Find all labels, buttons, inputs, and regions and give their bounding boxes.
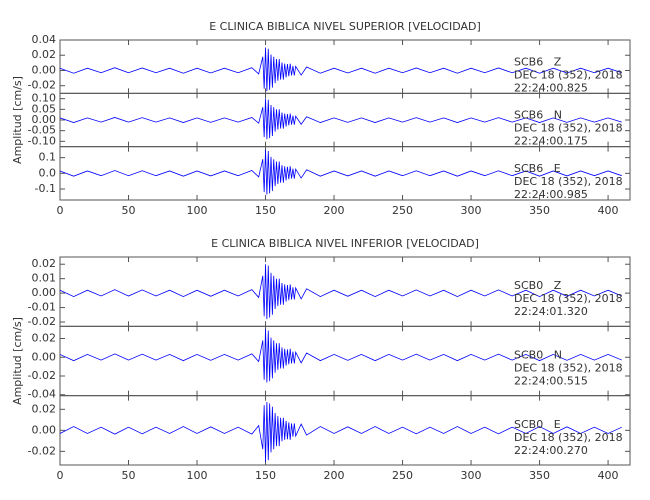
x-tick-label: 350	[529, 469, 550, 482]
x-tick-label: 300	[461, 469, 482, 482]
x-tick-label: 0	[57, 204, 64, 217]
y-axis-label: Amplitud [cm/s]	[11, 76, 24, 164]
station-label: SCB6 N	[514, 109, 562, 122]
y-tick-label: 0.00	[32, 423, 57, 436]
x-tick-label: 50	[122, 469, 136, 482]
station-label: 22:24:01.320	[514, 305, 588, 318]
x-tick-label: 250	[392, 469, 413, 482]
x-tick-label: 50	[122, 204, 136, 217]
y-tick-label: 0.0	[39, 166, 57, 179]
y-tick-label: 0.10	[32, 92, 57, 105]
station-label: SCB6 E	[514, 162, 561, 175]
y-tick-label: 0.00	[32, 63, 57, 76]
x-tick-label: 0	[57, 469, 64, 482]
y-tick-label: 0.02	[32, 332, 57, 345]
y-tick-label: -0.02	[28, 315, 56, 328]
waveform	[59, 401, 622, 462]
x-tick-label: 250	[392, 204, 413, 217]
station-label: SCB0 Z	[514, 279, 562, 292]
station-label: DEC 18 (352), 2018	[514, 122, 623, 135]
waveform	[59, 47, 622, 92]
station-label: SCB0 E	[514, 418, 561, 431]
station-label: DEC 18 (352), 2018	[514, 68, 623, 81]
y-tick-label: 0.02	[32, 402, 57, 415]
y-tick-label: 0.00	[32, 350, 57, 363]
x-tick-label: 200	[324, 204, 345, 217]
station-label: DEC 18 (352), 2018	[514, 361, 623, 374]
station-label: 22:24:00.175	[514, 135, 588, 148]
waveform	[59, 149, 622, 195]
x-tick-label: 300	[461, 204, 482, 217]
x-tick-label: 150	[255, 204, 276, 217]
y-tick-label: -0.02	[28, 444, 56, 457]
x-tick-label: 100	[187, 469, 208, 482]
station-label: DEC 18 (352), 2018	[514, 292, 623, 305]
station-label: SCB6 Z	[514, 55, 562, 68]
chart-title: E CLINICA BIBLICA NIVEL SUPERIOR [VELOCI…	[209, 20, 481, 33]
x-tick-label: 350	[529, 204, 550, 217]
waveform	[59, 98, 622, 140]
y-tick-label: -0.1	[35, 182, 56, 195]
waveform	[59, 329, 622, 383]
x-tick-label: 150	[255, 469, 276, 482]
x-tick-label: 100	[187, 204, 208, 217]
station-label: SCB0 N	[514, 348, 562, 361]
station-label: DEC 18 (352), 2018	[514, 431, 623, 444]
x-tick-label: 400	[598, 469, 619, 482]
station-label: DEC 18 (352), 2018	[514, 175, 623, 188]
station-label: 22:24:00.825	[514, 81, 588, 94]
waveform	[59, 264, 622, 320]
y-tick-label: -0.04	[28, 388, 56, 401]
station-label: 22:24:00.270	[514, 444, 588, 457]
y-tick-label: -0.05	[28, 124, 56, 137]
y-tick-label: 0.02	[32, 48, 57, 61]
x-tick-label: 200	[324, 469, 345, 482]
y-tick-label: 0.02	[32, 257, 57, 270]
station-label: 22:24:00.515	[514, 374, 588, 387]
y-tick-label: -0.02	[28, 79, 56, 92]
chart-title: E CLINICA BIBLICA NIVEL INFERIOR [VELOCI…	[211, 237, 479, 250]
station-label: 22:24:00.985	[514, 188, 588, 201]
y-tick-label: 0.05	[32, 102, 57, 115]
y-tick-label: -0.02	[28, 369, 56, 382]
y-tick-label: 0.04	[32, 33, 57, 46]
y-tick-label: 0.01	[32, 272, 57, 285]
y-tick-label: -0.10	[28, 134, 56, 147]
y-tick-label: 0.00	[32, 113, 57, 126]
y-tick-label: -0.01	[28, 301, 56, 314]
y-tick-label: 0.00	[32, 286, 57, 299]
x-tick-label: 400	[598, 204, 619, 217]
y-tick-label: 0.1	[39, 151, 57, 164]
y-axis-label: Amplitud [cm/s]	[11, 317, 24, 405]
